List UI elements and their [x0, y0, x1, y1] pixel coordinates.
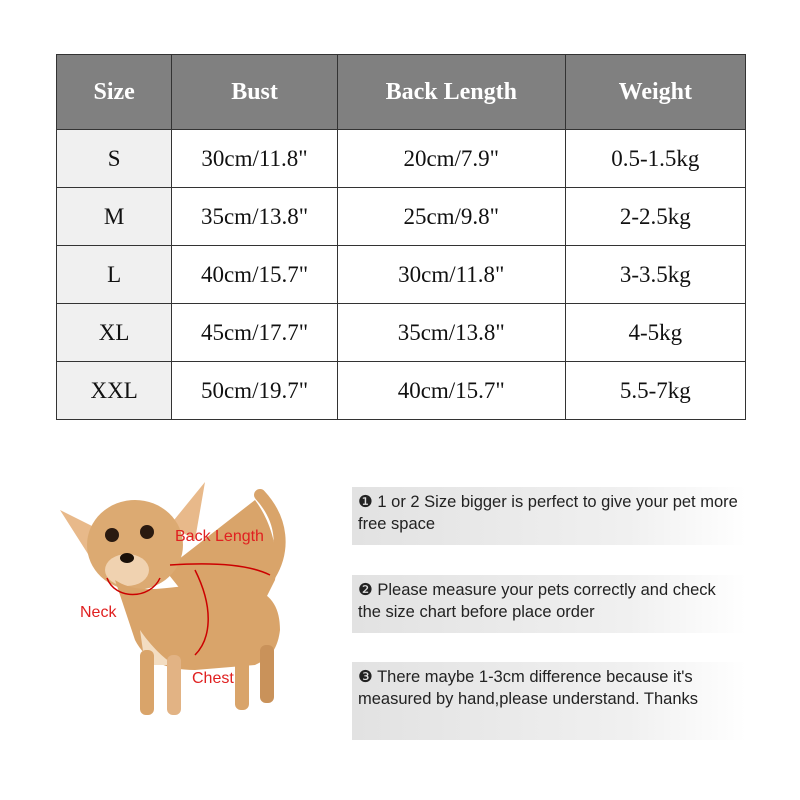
cell-weight: 2-2.5kg	[564, 187, 747, 246]
note-1: ❶ 1 or 2 Size bigger is perfect to give …	[352, 487, 746, 545]
back-length-label: Back Length	[175, 528, 264, 545]
cell-size: S	[55, 129, 173, 188]
cell-bust: 50cm/19.7"	[171, 361, 338, 420]
note-text: There maybe 1-3cm difference because it'…	[358, 668, 699, 708]
number-1-icon: ❶	[358, 493, 373, 511]
header-size: Size	[55, 54, 173, 130]
cell-back-length: 35cm/13.8"	[336, 303, 566, 362]
table-row: XXL 50cm/19.7" 40cm/15.7" 5.5-7kg	[55, 361, 747, 420]
cell-weight: 0.5-1.5kg	[564, 129, 747, 188]
note-2: ❷ Please measure your pets correctly and…	[352, 575, 746, 633]
neck-label: Neck	[80, 604, 117, 621]
cell-size: L	[55, 245, 173, 304]
cell-weight: 3-3.5kg	[564, 245, 747, 304]
size-table: Size Bust Back Length Weight S 30cm/11.8"…	[55, 54, 747, 420]
dog-illustration	[60, 482, 286, 715]
chest-measure-line	[194, 569, 209, 656]
header-weight: Weight	[564, 54, 747, 130]
cell-back-length: 20cm/7.9"	[336, 129, 566, 188]
table-row: S 30cm/11.8" 20cm/7.9" 0.5-1.5kg	[55, 129, 747, 188]
table-row: M 35cm/13.8" 25cm/9.8" 2-2.5kg	[55, 187, 747, 246]
table-row: L 40cm/15.7" 30cm/11.8" 3-3.5kg	[55, 245, 747, 304]
cell-bust: 40cm/15.7"	[171, 245, 338, 304]
cell-size: XXL	[55, 361, 173, 420]
back-length-measure-line	[169, 563, 271, 576]
cell-bust: 30cm/11.8"	[171, 129, 338, 188]
cell-weight: 4-5kg	[564, 303, 747, 362]
cell-size: M	[55, 187, 173, 246]
number-3-icon: ❸	[358, 668, 373, 686]
cell-back-length: 40cm/15.7"	[336, 361, 566, 420]
note-text: Please measure your pets correctly and c…	[358, 581, 716, 621]
cell-weight: 5.5-7kg	[564, 361, 747, 420]
cell-back-length: 25cm/9.8"	[336, 187, 566, 246]
chest-label: Chest	[192, 670, 234, 687]
cell-back-length: 30cm/11.8"	[336, 245, 566, 304]
header-bust: Bust	[171, 54, 338, 130]
cell-bust: 45cm/17.7"	[171, 303, 338, 362]
dog-measurement-diagram	[60, 482, 286, 715]
header-back-length: Back Length	[336, 54, 566, 130]
neck-measure-line	[106, 577, 161, 596]
note-text: 1 or 2 Size bigger is perfect to give yo…	[358, 493, 738, 533]
cell-size: XL	[55, 303, 173, 362]
cell-bust: 35cm/13.8"	[171, 187, 338, 246]
table-header-row: Size Bust Back Length Weight	[55, 54, 747, 130]
note-3: ❸ There maybe 1-3cm difference because i…	[352, 662, 746, 740]
number-2-icon: ❷	[358, 581, 373, 599]
table-row: XL 45cm/17.7" 35cm/13.8" 4-5kg	[55, 303, 747, 362]
